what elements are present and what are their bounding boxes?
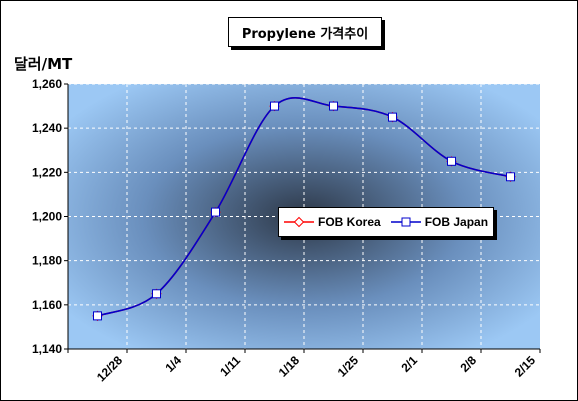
legend-label-fob-korea: FOB Korea [318,215,381,229]
data-point-fob-japan [329,101,338,111]
data-point-fob-japan [506,172,515,182]
data-point-fob-japan [152,289,161,299]
legend-label-fob-japan: FOB Japan [424,215,489,229]
series-line-fob-japan [97,97,511,317]
y-tick-label: 1,140 [32,342,62,356]
y-tick-label: 1,260 [32,77,62,91]
x-tick-label: 2/15 [512,353,539,380]
y-tick-label: 1,160 [32,298,62,312]
x-tick-label: 1/25 [335,353,362,380]
y-axis-label: 달러/MT [14,55,73,73]
y-tick-label: 1,240 [32,121,62,135]
x-tick-label: 1/4 [162,353,184,375]
data-point-fob-japan [447,156,456,166]
data-point-fob-japan [93,311,102,321]
legend: FOB Korea FOB Japan [278,207,494,237]
legend-item-fob-japan: FOB Japan [390,215,489,229]
x-tick-label: 12/28 [94,353,125,384]
x-tick-label: 1/18 [276,353,303,380]
y-tick-label: 1,200 [32,210,62,224]
data-point-fob-japan [388,112,397,122]
legend-item-fob-korea: FOB Korea [284,215,381,229]
legend-swatch-fob-japan [390,217,421,227]
data-point-fob-japan [211,207,220,217]
x-tick-label: 1/11 [217,353,243,379]
legend-swatch-fob-korea [284,216,314,228]
y-tick-label: 1,180 [32,254,62,268]
x-tick-label: 2/1 [398,353,420,375]
data-point-fob-japan [270,101,279,111]
chart-title: Propylene 가격추이 [228,17,382,47]
y-tick-label: 1,220 [32,165,62,179]
x-tick-label: 2/8 [457,353,479,375]
